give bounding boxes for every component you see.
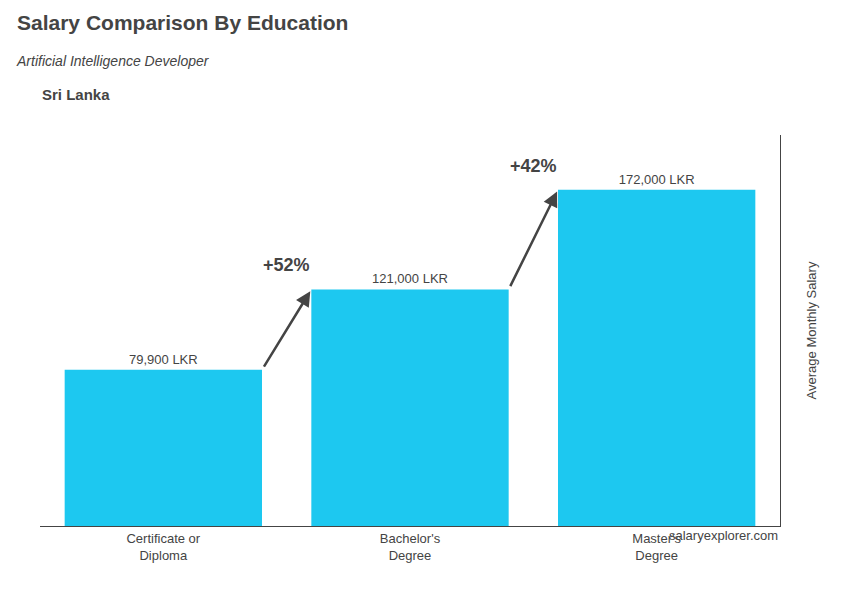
svg-text:+52%: +52% — [263, 255, 310, 275]
svg-text:Sri Lanka: Sri Lanka — [42, 86, 110, 103]
svg-text:121,000 LKR: 121,000 LKR — [372, 271, 448, 286]
svg-text:salaryexplorer.com: salaryexplorer.com — [669, 528, 778, 543]
svg-text:Certificate orDiploma: Certificate orDiploma — [126, 531, 200, 563]
svg-text:Bachelor'sDegree: Bachelor'sDegree — [380, 531, 441, 563]
svg-text:Salary Comparison By Education: Salary Comparison By Education — [17, 11, 348, 34]
svg-text:172,000 LKR: 172,000 LKR — [619, 172, 695, 187]
svg-text:79,900 LKR: 79,900 LKR — [129, 352, 198, 367]
svg-text:+42%: +42% — [510, 156, 557, 176]
svg-text:Master'sDegree: Master'sDegree — [632, 531, 681, 563]
svg-text:Artificial Intelligence Develo: Artificial Intelligence Developer — [16, 53, 210, 69]
svg-text:Average Monthly Salary: Average Monthly Salary — [804, 261, 819, 399]
